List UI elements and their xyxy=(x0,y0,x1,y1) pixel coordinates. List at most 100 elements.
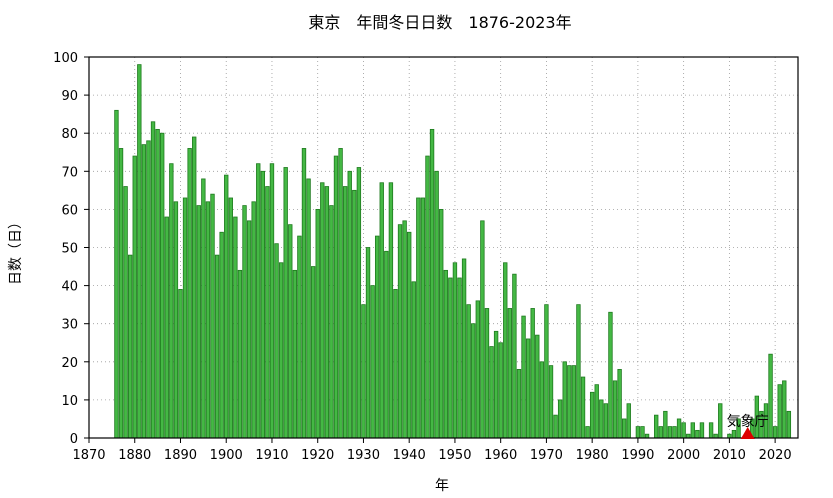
bar-1994 xyxy=(654,414,659,439)
bar-1957 xyxy=(484,308,490,439)
bar-1997 xyxy=(667,426,673,439)
bar-1876 xyxy=(114,109,119,439)
bar-1930 xyxy=(361,304,366,439)
bar-1996 xyxy=(663,410,668,439)
bar-1890 xyxy=(178,289,183,439)
bar-1972 xyxy=(553,414,558,439)
bar-1888 xyxy=(169,163,174,439)
bar-1939 xyxy=(402,220,407,439)
bar-2003 xyxy=(695,429,700,439)
x-tick-label: 1950 xyxy=(438,448,471,463)
bar-1945 xyxy=(429,128,435,439)
y-tick-label: 70 xyxy=(61,165,78,180)
bar-1986 xyxy=(617,369,622,439)
y-axis-label: 日数（日） xyxy=(8,215,24,285)
y-tick-label: 90 xyxy=(61,89,78,104)
bar-1907 xyxy=(256,163,261,439)
bar-2002 xyxy=(690,422,695,439)
bar-1899 xyxy=(219,231,224,439)
bar-1948 xyxy=(443,269,448,439)
bar-1947 xyxy=(439,208,444,439)
bar-1932 xyxy=(370,285,375,439)
annotation-marker xyxy=(740,427,755,439)
bar-1936 xyxy=(388,182,394,439)
bar-1944 xyxy=(425,155,430,439)
bar-1976 xyxy=(571,365,577,439)
bar-1980 xyxy=(589,391,595,439)
x-tick-label: 1990 xyxy=(621,448,654,463)
bar-1896 xyxy=(205,201,211,439)
bar-1922 xyxy=(324,186,330,439)
chart-title: 東京 年間冬日日数 1876-2023年 xyxy=(308,13,571,32)
bar-1960 xyxy=(498,342,503,439)
bar-1928 xyxy=(352,189,357,439)
y-tick-label: 40 xyxy=(61,280,78,295)
bar-1966 xyxy=(525,338,531,439)
bar-1900 xyxy=(224,174,229,439)
bar-1934 xyxy=(379,182,384,439)
bar-1977 xyxy=(576,304,581,439)
x-tick-label: 1900 xyxy=(210,448,243,463)
bar-1999 xyxy=(676,418,682,439)
bar-1921 xyxy=(320,182,325,439)
bar-1884 xyxy=(150,121,156,439)
bar-1897 xyxy=(210,193,215,439)
bar-1964 xyxy=(516,369,522,439)
bar-1905 xyxy=(246,220,252,439)
bar-1923 xyxy=(329,205,334,439)
bar-1918 xyxy=(306,178,311,439)
bar-1981 xyxy=(594,384,599,439)
bar-1925 xyxy=(338,148,343,439)
bar-1949 xyxy=(448,277,453,439)
bar-1887 xyxy=(164,216,169,439)
bar-1959 xyxy=(493,330,499,439)
bar-1951 xyxy=(457,277,462,439)
bar-1938 xyxy=(397,224,403,439)
y-tick-label: 20 xyxy=(61,356,78,371)
bar-1908 xyxy=(260,170,266,439)
bar-1914 xyxy=(288,224,293,439)
bar-1910 xyxy=(269,163,275,439)
x-tick-label: 1880 xyxy=(118,448,151,463)
bar-1963 xyxy=(512,273,517,439)
bar-1965 xyxy=(521,315,526,439)
bar-1931 xyxy=(365,247,371,439)
bar-2022 xyxy=(782,380,787,439)
y-tick-label: 100 xyxy=(53,51,78,66)
y-tick-label: 50 xyxy=(61,242,78,257)
bar-1956 xyxy=(480,220,485,439)
bar-1958 xyxy=(489,346,494,439)
bar-1891 xyxy=(182,197,188,439)
bar-1893 xyxy=(192,136,197,439)
bar-2008 xyxy=(718,403,723,439)
bar-1880 xyxy=(132,155,137,439)
bar-1919 xyxy=(310,266,316,439)
bar-1935 xyxy=(384,250,389,439)
bars xyxy=(114,64,792,439)
bar-1924 xyxy=(333,155,339,439)
bar-1915 xyxy=(292,269,298,439)
bar-2021 xyxy=(777,384,782,439)
bar-1940 xyxy=(407,231,412,439)
y-tick-label: 60 xyxy=(61,203,78,218)
x-tick-label: 2000 xyxy=(667,448,700,463)
bar-1911 xyxy=(274,243,279,439)
bar-1912 xyxy=(278,262,284,439)
bar-1927 xyxy=(347,170,352,439)
bar-2000 xyxy=(681,422,686,439)
bar-1901 xyxy=(228,197,233,439)
y-tick-label: 0 xyxy=(70,432,78,447)
bar-1962 xyxy=(507,308,513,439)
bar-1909 xyxy=(265,186,270,439)
bar-2023 xyxy=(786,410,792,439)
bar-1973 xyxy=(557,399,563,439)
bar-1985 xyxy=(612,380,618,439)
bar-1885 xyxy=(155,128,160,439)
x-tick-label: 1910 xyxy=(255,448,288,463)
bar-1886 xyxy=(160,132,165,439)
bar-1961 xyxy=(503,262,508,439)
bar-1967 xyxy=(530,308,535,439)
bar-2006 xyxy=(708,422,714,439)
bar-1970 xyxy=(544,304,549,439)
